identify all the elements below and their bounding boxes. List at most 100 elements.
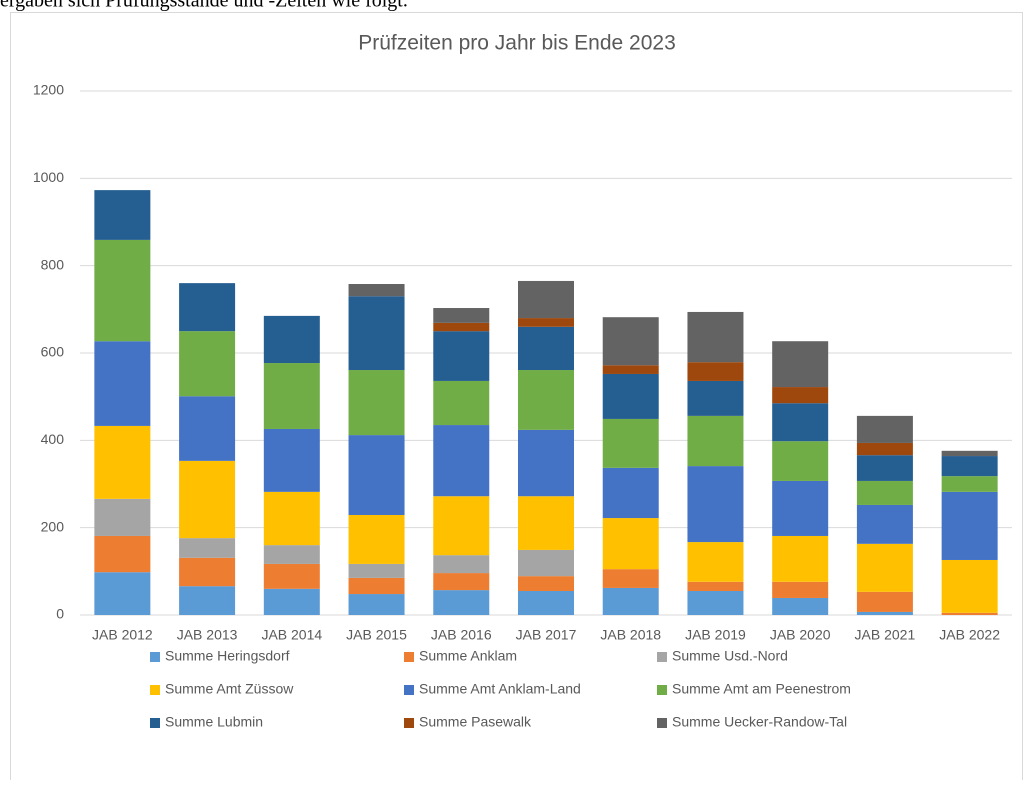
bar-segment <box>772 387 829 404</box>
bar-segment <box>772 597 829 615</box>
bar-segment <box>772 480 829 536</box>
x-tick-label: JAB 2014 <box>261 627 322 643</box>
legend-label: Summe Uecker-Randow-Tal <box>672 714 847 730</box>
bar-segment <box>602 418 659 468</box>
y-tick-label: 0 <box>56 606 64 622</box>
legend-swatch <box>150 652 160 662</box>
bar-segment <box>94 239 151 342</box>
legend-swatch <box>150 718 160 728</box>
bar-segment <box>687 311 744 363</box>
chart-frame <box>10 12 1023 783</box>
bar-segment <box>179 396 236 461</box>
bar-segment <box>348 296 405 371</box>
bar-segment <box>348 563 405 578</box>
bar-segment <box>687 581 744 591</box>
legend-label: Summe Pasewalk <box>419 714 532 730</box>
bar-segment <box>518 590 574 615</box>
legend-label: Summe Amt Anklam-Land <box>419 681 581 697</box>
bar-segment <box>602 518 659 570</box>
bar-segment <box>772 341 829 388</box>
bar-segment <box>518 576 574 591</box>
bar-segment <box>263 563 320 589</box>
bar-segment <box>602 467 659 519</box>
bar-segment <box>856 591 913 612</box>
x-tick-label: JAB 2019 <box>685 627 746 643</box>
bar-segment <box>179 586 236 615</box>
bar-segment <box>518 370 574 430</box>
legend-swatch <box>404 652 414 662</box>
bar-segment <box>856 543 913 592</box>
bar-segment <box>518 549 574 577</box>
x-tick-label: JAB 2013 <box>177 627 238 643</box>
bar-segment <box>263 428 320 492</box>
bar-segment <box>687 380 744 416</box>
bar-segment <box>263 315 320 364</box>
x-tick-label: JAB 2015 <box>346 627 407 643</box>
bar-segment <box>433 380 490 426</box>
x-tick-label: JAB 2021 <box>855 627 916 643</box>
x-tick-label: JAB 2016 <box>431 627 492 643</box>
bar-segment <box>772 403 829 442</box>
bar-segment <box>94 498 151 536</box>
bar-segment <box>856 455 913 481</box>
bar-segment <box>772 581 829 598</box>
bar-segment <box>602 317 659 366</box>
bar-segment <box>94 535 151 573</box>
bar-segment <box>263 363 320 429</box>
bar-segment <box>348 577 405 595</box>
bar-segment <box>687 466 744 543</box>
x-tick-label: JAB 2022 <box>939 627 1000 643</box>
bar-segment <box>348 284 405 297</box>
bar-segment <box>518 318 574 327</box>
y-tick-label: 1200 <box>33 82 64 98</box>
legend-swatch <box>150 685 160 695</box>
x-tick-label: JAB 2012 <box>92 627 153 643</box>
legend-label: Summe Usd.-Nord <box>672 648 788 664</box>
y-tick-label: 200 <box>41 518 65 534</box>
bar-segment <box>94 341 151 426</box>
bar-segment <box>348 370 405 436</box>
bar-segment <box>433 308 490 323</box>
legend-label: Summe Amt Züssow <box>165 681 294 697</box>
bar-segment <box>433 590 490 615</box>
bar-segment <box>772 441 829 481</box>
bar-segment <box>687 362 744 381</box>
legend-swatch <box>404 718 414 728</box>
bar-segment <box>263 545 320 564</box>
bar-segment <box>941 476 998 492</box>
bar-segment <box>348 435 405 516</box>
bar-segment <box>179 283 236 332</box>
bar-segment <box>941 491 998 560</box>
bar-segment <box>856 504 913 544</box>
bar-segment <box>941 559 998 613</box>
x-tick-label: JAB 2017 <box>516 627 577 643</box>
x-tick-label: JAB 2018 <box>600 627 661 643</box>
bar-segment <box>856 442 913 456</box>
bar-segment <box>602 569 659 588</box>
legend-swatch <box>657 718 667 728</box>
bar-segment <box>348 594 405 615</box>
bar-segment <box>433 322 490 332</box>
bar-segment <box>94 425 151 499</box>
legend-swatch <box>404 685 414 695</box>
bar-segment <box>772 535 829 582</box>
bar-segment <box>94 190 151 240</box>
bar-segment <box>687 415 744 467</box>
bar-segment <box>856 415 913 443</box>
y-tick-label: 400 <box>41 431 65 447</box>
document-text: ergaben sich Prüfungsstände und -Zeiten … <box>0 0 408 12</box>
legend-swatch <box>657 685 667 695</box>
bar-segment <box>687 542 744 582</box>
bar-segment <box>94 572 151 615</box>
legend-swatch <box>657 652 667 662</box>
bar-segment <box>856 480 913 505</box>
bar-segment <box>602 365 659 374</box>
bar-segment <box>263 588 320 615</box>
bar-segment <box>941 456 998 477</box>
bar-segment <box>179 331 236 397</box>
bar-segment <box>348 515 405 564</box>
bar-segment <box>433 555 490 574</box>
y-tick-label: 600 <box>41 344 65 360</box>
bar-segment <box>941 612 998 615</box>
